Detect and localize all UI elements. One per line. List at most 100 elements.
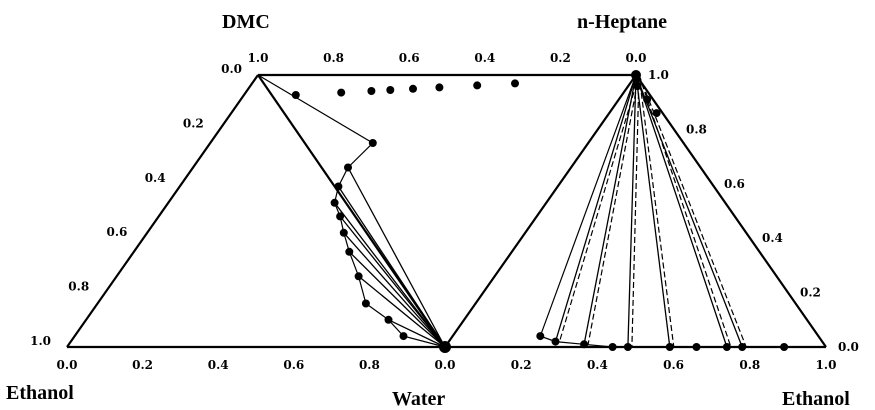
- label-ethanol-right: Ethanol: [782, 388, 850, 410]
- bottom-right-tick-2: 0.6: [663, 358, 684, 372]
- data-point-right-4: [665, 343, 674, 351]
- binodal-curve-right: [445, 74, 785, 348]
- data-point-top-4: [409, 84, 417, 93]
- data-point-left-9: [344, 163, 352, 172]
- label-n-heptane: n-Heptane: [577, 11, 667, 33]
- tie-line-right-2: [635, 74, 671, 348]
- top-tick-3: 0.4: [474, 51, 495, 65]
- tie-line-left-4: [343, 232, 446, 348]
- left-tick-2: 0.4: [145, 171, 166, 185]
- data-point-top-2: [367, 87, 376, 95]
- vertex-labels: DMC n-Heptane Ethanol Water Ethanol: [6, 11, 850, 410]
- tie-line-left-0: [347, 167, 446, 348]
- bottom-right-tick-4: 1.0: [816, 358, 837, 372]
- data-point-left-5: [339, 228, 348, 237]
- bottom-right-tick-1: 0.4: [587, 358, 608, 372]
- tie-lines-left: [334, 167, 446, 348]
- bottom-left-tick-0: 0.0: [57, 358, 78, 372]
- top-tick-0: 1.0: [248, 51, 269, 65]
- left-tick-5: 1.0: [30, 334, 51, 348]
- axis-tick-labels: 1.0 0.8 0.6 0.4 0.2 0.00.00.20.40.60.81.00.0 0…: [30, 51, 859, 372]
- data-point-left-10: [368, 139, 377, 147]
- inner-divider-edge: [257, 74, 446, 348]
- label-water: Water: [392, 388, 445, 410]
- data-point-top-7: [511, 79, 519, 88]
- right-tick-1: 0.8: [686, 122, 707, 136]
- data-point-right-2: [722, 343, 731, 351]
- tie-line-left-2: [334, 202, 446, 348]
- right-tick-0: 1.0: [648, 68, 669, 82]
- data-point-top-5: [435, 83, 444, 92]
- tie-line-right-0: [635, 74, 743, 348]
- left-tick-1: 0.2: [183, 116, 204, 130]
- label-ethanol-left: Ethanol: [6, 382, 74, 404]
- tie-line-right-1: [635, 74, 728, 348]
- left-tick-0: 0.0: [221, 62, 242, 76]
- top-tick-4: 0.2: [550, 51, 571, 65]
- data-point-left-0: [399, 332, 408, 341]
- data-point-right-9: [536, 332, 545, 341]
- data-points-right: [536, 70, 789, 351]
- data-point-left-3: [354, 272, 363, 281]
- data-point-top-3: [386, 86, 395, 94]
- right-tick-3: 0.4: [762, 231, 783, 245]
- data-point-right-6: [608, 343, 617, 351]
- tie-line-left-5: [348, 251, 446, 348]
- tie-line-right-dashed-1: [638, 74, 732, 348]
- left-triangle-left-edge: [66, 74, 259, 348]
- data-point-top-6: [473, 81, 482, 90]
- tie-line-left-1: [337, 186, 446, 348]
- data-point-heptane-rich-1: [643, 95, 652, 104]
- bottom-right-tick-0: 0.2: [511, 358, 532, 372]
- data-point-right-5: [623, 343, 632, 351]
- data-point-left-7: [330, 198, 339, 207]
- tie-line-right-4: [583, 74, 637, 345]
- data-point-right-0: [780, 343, 789, 351]
- data-point-left-1: [384, 315, 393, 324]
- tie-line-right-dashed-3: [631, 74, 640, 348]
- tie-lines-right: [444, 74, 747, 348]
- tie-line-right-dashed-5: [558, 74, 640, 342]
- right-tick-2: 0.6: [724, 177, 745, 191]
- bottom-left-tick-5: 0.0: [435, 358, 456, 372]
- binodal-line-right: [445, 74, 785, 348]
- left-tick-3: 0.6: [107, 225, 128, 239]
- data-point-left-6: [336, 212, 345, 221]
- tie-line-right-3: [627, 74, 637, 348]
- right-triangle-right-edge: [635, 74, 827, 348]
- bottom-left-tick-3: 0.6: [283, 358, 304, 372]
- top-tick-5: 0.0: [626, 51, 647, 65]
- data-points-left: [291, 79, 519, 353]
- tie-line-right-dashed-2: [638, 74, 675, 348]
- tie-line-right-dashed-0: [638, 74, 747, 348]
- data-point-right-1: [738, 343, 747, 351]
- bottom-left-tick-1: 0.2: [132, 358, 153, 372]
- data-point-left-8: [334, 182, 343, 191]
- tie-line-left-7: [388, 319, 446, 348]
- right-tick-4: 0.2: [800, 286, 821, 300]
- data-point-right-7: [580, 340, 589, 349]
- data-point-top-1: [337, 88, 346, 97]
- tie-line-right-5: [554, 74, 637, 342]
- tie-line-right-water: [444, 74, 637, 348]
- bottom-right-tick-3: 0.8: [739, 358, 760, 372]
- data-point-right-8: [551, 337, 560, 346]
- data-point-heptane-rich-2: [652, 109, 661, 118]
- left-tick-4: 0.8: [68, 280, 89, 294]
- data-point-left-2: [361, 299, 370, 308]
- data-point-top-0: [291, 91, 300, 99]
- tie-line-right-dashed-4: [587, 74, 640, 345]
- top-tick-2: 0.6: [399, 51, 420, 65]
- tie-line-left-6: [358, 275, 446, 348]
- top-tick-1: 0.8: [323, 51, 344, 65]
- bottom-left-tick-2: 0.4: [208, 358, 229, 372]
- tie-line-left-3: [339, 215, 446, 348]
- data-point-heptane-vertex: [631, 70, 641, 80]
- right-tick-5: 0.0: [838, 340, 859, 354]
- label-dmc: DMC: [222, 11, 270, 33]
- data-point-heptane-rich-0: [633, 81, 642, 90]
- bottom-left-tick-4: 0.8: [359, 358, 380, 372]
- data-point-right-3: [692, 343, 701, 351]
- data-point-left-4: [345, 247, 354, 256]
